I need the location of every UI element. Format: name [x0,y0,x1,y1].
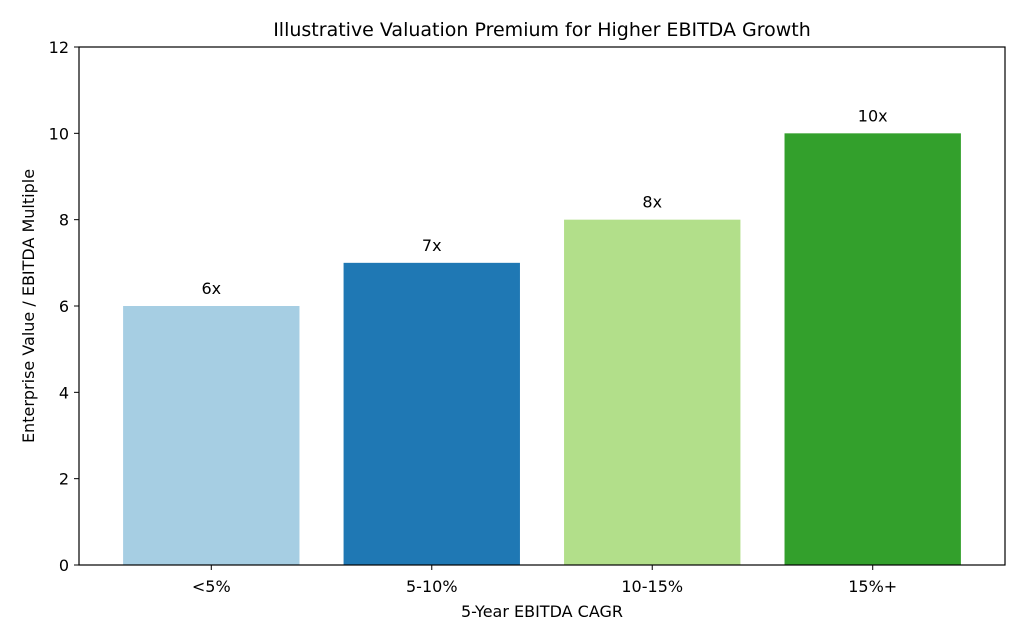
y-tick-label: 8 [59,211,69,230]
data-label: 10x [858,106,888,125]
bar [564,219,741,565]
x-tick-label: 15%+ [848,577,897,596]
bar [123,306,300,565]
plot-frame [78,46,1006,566]
y-axis-label: Enterprise Value / EBITDA Multiple [19,169,38,443]
y-tick-label: 6 [59,297,69,316]
x-tick-label: 5-10% [406,577,458,596]
x-tick-label: 10-15% [621,577,683,596]
y-tick-label: 10 [49,124,69,143]
bar [343,262,520,565]
y-tick-label: 4 [59,383,69,402]
chart-title: Illustrative Valuation Premium for Highe… [273,19,811,41]
y-tick-label: 12 [49,38,69,57]
data-label: 7x [422,236,442,255]
y-tick-label: 0 [59,556,69,575]
data-label: 6x [201,279,221,298]
bar [784,133,961,566]
x-tick-label: <5% [192,577,231,596]
data-label: 8x [642,193,662,212]
y-tick-label: 2 [59,470,69,489]
x-axis-label: 5-Year EBITDA CAGR [461,602,623,621]
